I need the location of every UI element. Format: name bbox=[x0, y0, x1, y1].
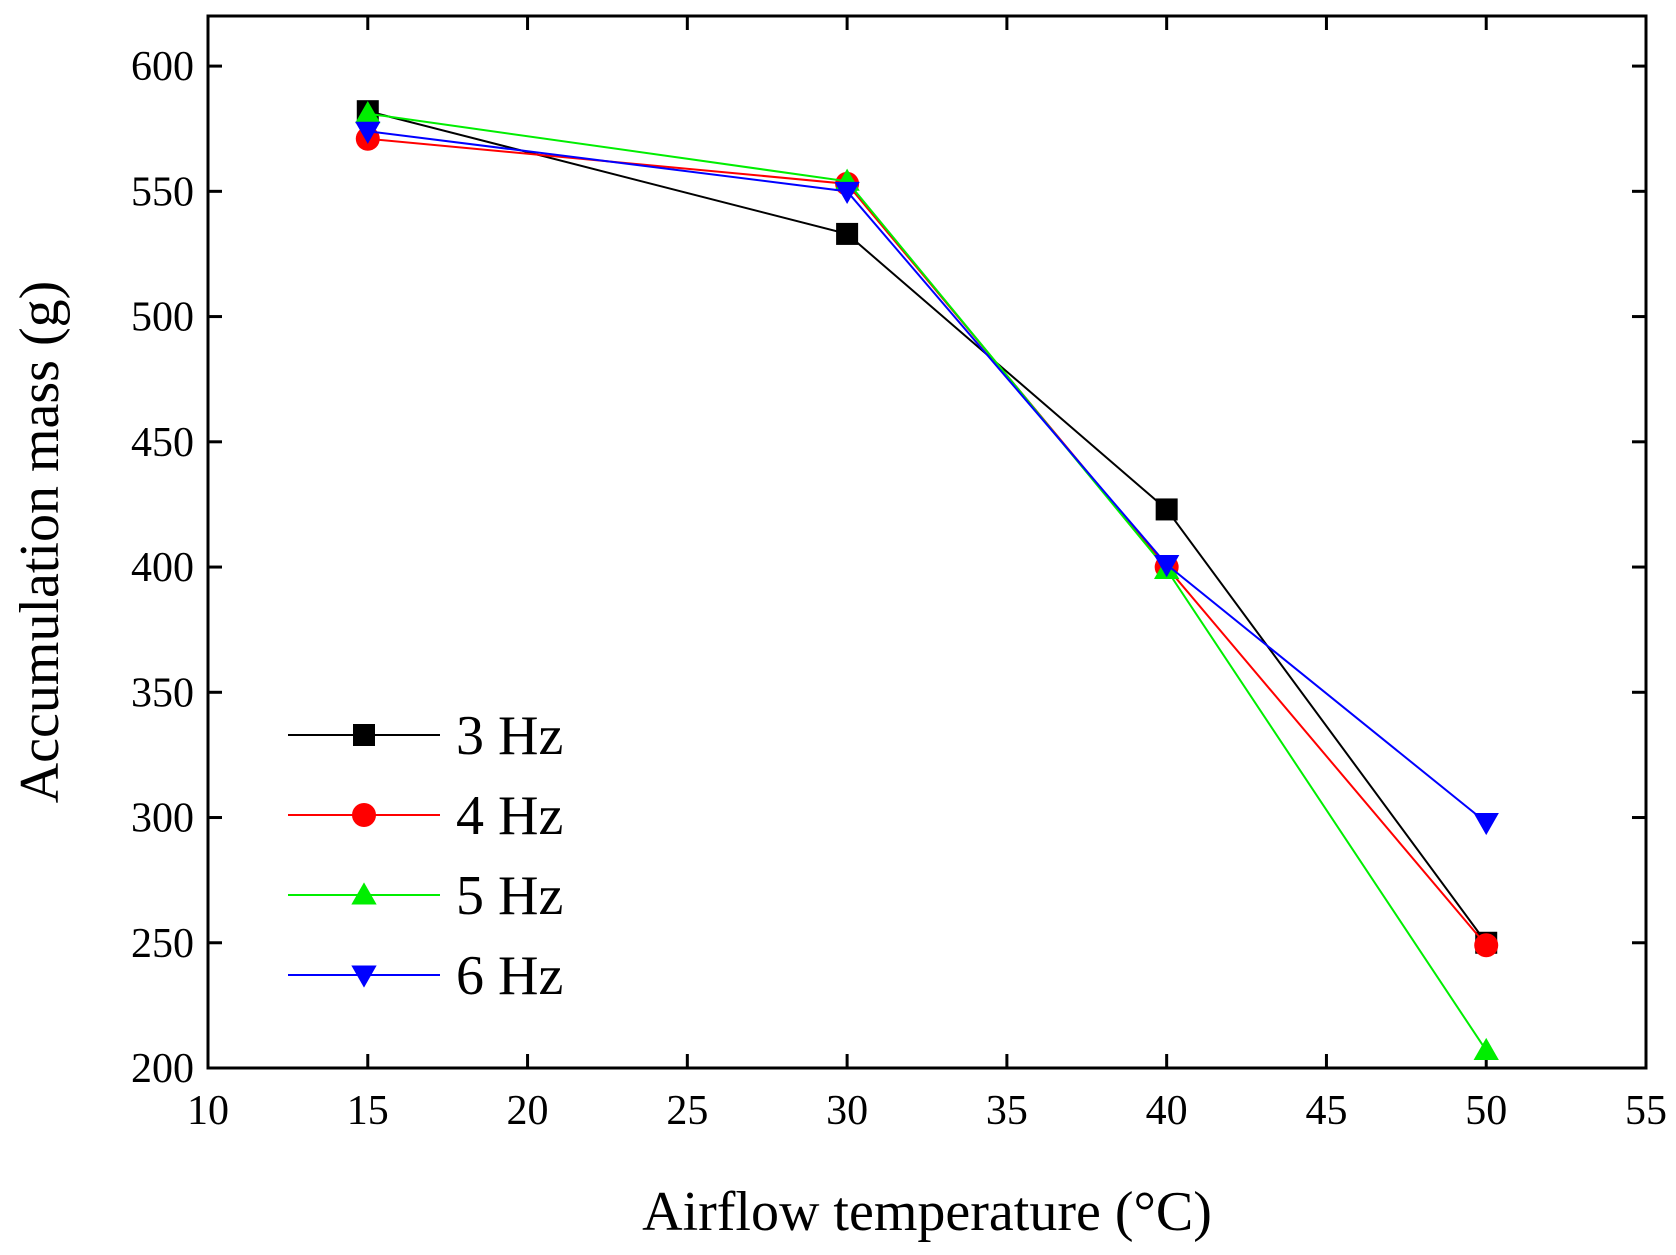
x-tick-label: 50 bbox=[1465, 1088, 1507, 1134]
x-tick-label: 30 bbox=[826, 1088, 868, 1134]
y-tick-label: 300 bbox=[131, 796, 194, 842]
y-tick-label: 550 bbox=[131, 169, 194, 215]
legend-item: 3 Hz bbox=[288, 705, 563, 767]
legend: 3 Hz 4 Hz 5 Hz 6 Hz bbox=[288, 705, 563, 1007]
legend-label: 6 Hz bbox=[456, 945, 563, 1007]
series-line bbox=[367, 110, 1488, 944]
legend-label: 4 Hz bbox=[456, 785, 563, 847]
x-tick-label: 45 bbox=[1305, 1088, 1347, 1134]
y-axis: 200 250 300 350 400 450 500 550 600 bbox=[131, 44, 1646, 1092]
y-tick-label: 400 bbox=[131, 545, 194, 591]
data-point bbox=[1155, 498, 1178, 521]
series-3 bbox=[355, 121, 1499, 836]
legend-marker bbox=[352, 803, 376, 827]
x-axis: 10 15 20 25 30 35 40 45 50 55 bbox=[187, 16, 1667, 1134]
y-tick-label: 200 bbox=[131, 1046, 194, 1092]
data-point bbox=[1154, 555, 1180, 578]
y-tick-label: 450 bbox=[131, 420, 194, 466]
data-point bbox=[1473, 813, 1499, 836]
x-tick-label: 40 bbox=[1146, 1088, 1188, 1134]
legend-label: 3 Hz bbox=[456, 705, 563, 767]
data-point bbox=[836, 222, 859, 245]
data-point bbox=[355, 121, 381, 144]
data-point bbox=[834, 181, 860, 204]
y-tick-label: 600 bbox=[131, 44, 194, 90]
series-line bbox=[367, 130, 1487, 824]
y-tick-label: 250 bbox=[131, 921, 194, 967]
legend-marker bbox=[353, 724, 375, 746]
x-tick-label: 15 bbox=[347, 1088, 389, 1134]
legend-item: 4 Hz bbox=[288, 785, 563, 847]
legend-item: 5 Hz bbox=[288, 865, 563, 927]
x-tick-label: 35 bbox=[986, 1088, 1028, 1134]
x-tick-label: 25 bbox=[666, 1088, 708, 1134]
legend-marker bbox=[351, 882, 377, 905]
y-axis-title: Accumulation mass (g) bbox=[9, 281, 71, 804]
y-tick-label: 500 bbox=[131, 295, 194, 341]
y-tick-label: 350 bbox=[131, 670, 194, 716]
legend-label: 5 Hz bbox=[456, 865, 563, 927]
x-tick-label: 20 bbox=[507, 1088, 549, 1134]
x-tick-label: 55 bbox=[1625, 1088, 1667, 1134]
x-tick-label: 10 bbox=[187, 1088, 229, 1134]
data-point bbox=[1473, 1037, 1499, 1060]
legend-item: 6 Hz bbox=[288, 945, 563, 1007]
x-axis-title: Airflow temperature (°C) bbox=[642, 1181, 1212, 1243]
data-point bbox=[1474, 933, 1499, 958]
legend-marker bbox=[351, 965, 377, 988]
series-line bbox=[367, 112, 1488, 1052]
series-layer bbox=[355, 100, 1499, 1060]
plot-frame bbox=[206, 14, 1648, 1070]
data-point bbox=[355, 101, 381, 124]
